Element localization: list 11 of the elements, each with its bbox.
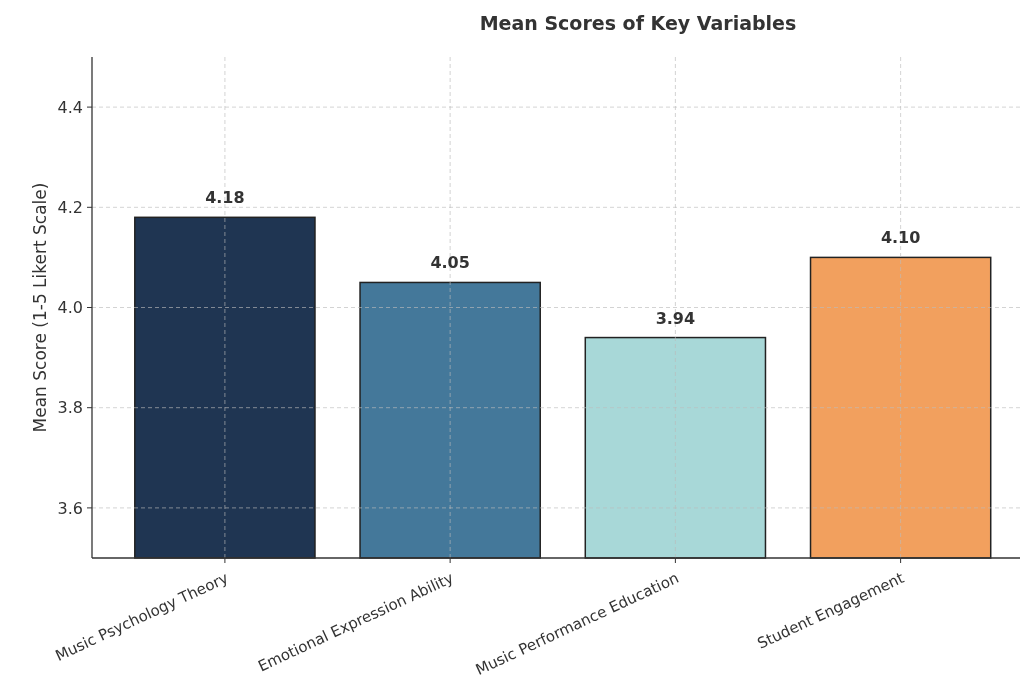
y-tick-label: 3.8: [57, 398, 83, 418]
y-axis-title: Mean Score (1-5 Likert Scale): [30, 182, 50, 433]
data-label: 4.18: [205, 188, 245, 208]
data-label: 4.10: [880, 228, 921, 248]
y-tick-label: 4.2: [57, 197, 83, 217]
y-tick-label: 4.4: [57, 97, 83, 117]
y-tick-label: 4.0: [57, 298, 83, 318]
y-tick-label: 3.6: [57, 498, 83, 518]
data-label: 4.05: [430, 253, 470, 273]
chart-title: Mean Scores of Key Variables: [479, 12, 797, 34]
data-label: 3.94: [655, 308, 696, 328]
